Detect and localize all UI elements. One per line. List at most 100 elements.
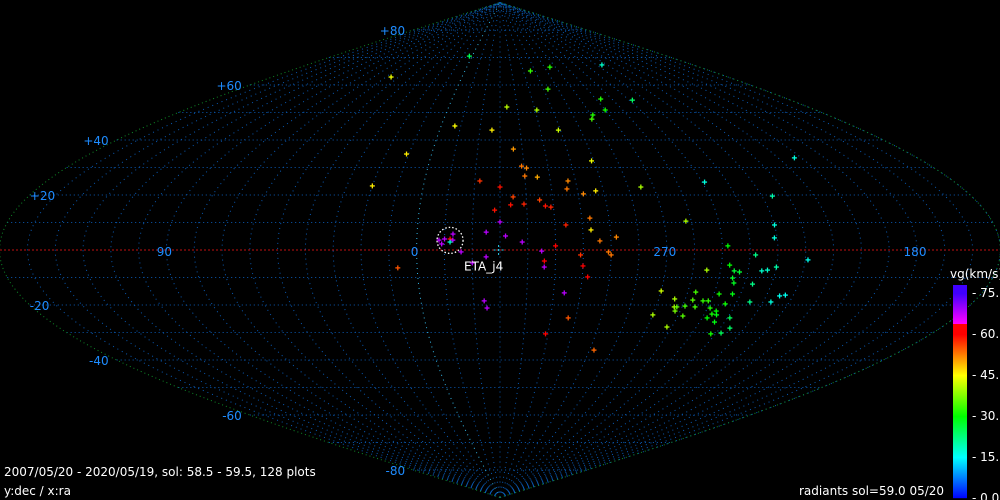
colorbar-segment	[953, 346, 967, 348]
colorbar-segment	[953, 314, 967, 316]
radiant-point	[777, 293, 783, 299]
radiant-point	[602, 107, 608, 113]
radiant-point	[545, 86, 551, 92]
meridian-line	[249, 2, 501, 498]
colorbar-segment	[953, 469, 967, 471]
colorbar-segment	[953, 290, 967, 292]
colorbar-segment	[953, 434, 967, 436]
colorbar-segment	[953, 379, 967, 381]
colorbar-segment	[953, 496, 967, 498]
radiant-point	[519, 239, 525, 245]
colorbar-segment	[953, 328, 967, 330]
radiant-point	[730, 275, 736, 281]
colorbar-segment	[953, 295, 967, 297]
radiant-point	[702, 179, 708, 185]
colorbar-segment	[953, 371, 967, 373]
radiant-point	[598, 96, 604, 102]
colorbar-segment	[953, 463, 967, 465]
colorbar-segment	[953, 396, 967, 398]
radiant-point	[613, 234, 619, 240]
colorbar-segment	[953, 457, 967, 459]
colorbar-segment	[953, 348, 967, 350]
colorbar-segment	[953, 407, 967, 409]
colorbar-segment	[953, 299, 967, 301]
colorbar-segment	[953, 419, 967, 421]
colorbar-segment	[953, 380, 967, 382]
colorbar-segment	[953, 494, 967, 496]
colorbar-segment	[953, 343, 967, 345]
colorbar-segment	[953, 360, 967, 362]
dec-tick-label: -20	[30, 299, 50, 313]
colorbar-segment	[953, 444, 967, 446]
colorbar-segment	[953, 405, 967, 407]
colorbar-segment	[953, 395, 967, 397]
colorbar-segment	[953, 305, 967, 307]
radiant-point	[458, 249, 464, 255]
colorbar-segment	[953, 417, 967, 419]
radiant-point	[608, 252, 614, 258]
colorbar-segment	[953, 352, 967, 354]
colorbar-segment	[953, 345, 967, 347]
colorbar-segment	[953, 350, 967, 352]
colorbar-segment	[953, 429, 967, 431]
meridian-line	[165, 2, 501, 498]
colorbar-segment	[953, 482, 967, 484]
colorbar-segment	[953, 454, 967, 456]
meridian-line	[499, 2, 612, 498]
colorbar-segment	[953, 476, 967, 478]
dec-tick-label: +60	[216, 79, 241, 93]
colorbar-segment	[953, 331, 967, 333]
radiant-point	[683, 218, 689, 224]
colorbar-segment	[953, 473, 967, 475]
colorbar-segment	[953, 422, 967, 424]
colorbar-segment	[953, 306, 967, 308]
colorbar-segment	[953, 441, 967, 443]
radiant-point	[395, 265, 401, 271]
colorbar-segment	[953, 486, 967, 488]
colorbar-segment	[953, 362, 967, 364]
dec-tick-label: +80	[380, 24, 405, 38]
radiant-point	[727, 315, 733, 321]
radiant-point	[404, 151, 410, 157]
colorbar-segment	[953, 378, 967, 380]
radiant-point	[524, 165, 530, 171]
colorbar-segment	[953, 344, 967, 346]
radiant-point	[510, 146, 516, 152]
colorbar-segment	[953, 319, 967, 321]
radiant-point	[658, 288, 664, 294]
colorbar: vg(km/s) - 75.0 - 60.0 - 45.0 - 30.0 - 15.0 - …	[950, 267, 1000, 500]
colorbar-segment	[953, 336, 967, 338]
radiant-point	[492, 207, 498, 213]
colorbar-segment	[953, 300, 967, 302]
colorbar-segment	[953, 285, 967, 287]
radiant-point	[737, 269, 743, 275]
radiant-point	[768, 299, 774, 305]
colorbar-segment	[953, 357, 967, 359]
colorbar-segment	[953, 432, 967, 434]
colorbar-segment	[953, 347, 967, 349]
radiant-point	[541, 264, 547, 270]
ra-tick-label: 90	[157, 245, 172, 259]
colorbar-segment	[953, 287, 967, 289]
radiant-point	[753, 252, 759, 258]
zero-meridian	[416, 2, 501, 498]
colorbar-segment	[953, 439, 967, 441]
colorbar-segment	[953, 363, 967, 365]
radiant-point	[589, 158, 595, 164]
colorbar-segment	[953, 493, 967, 495]
colorbar-segment	[953, 307, 967, 309]
colorbar-segment	[953, 293, 967, 295]
colorbar-segment	[953, 426, 967, 428]
colorbar-segment	[953, 433, 967, 435]
colorbar-segment	[953, 390, 967, 392]
radiant-point	[497, 219, 503, 225]
colorbar-segment	[953, 370, 967, 372]
radiant-point	[442, 236, 448, 242]
meridian-line	[54, 2, 501, 498]
radiant-point	[450, 237, 456, 243]
meridian-line	[499, 2, 668, 498]
radiant-point	[708, 331, 714, 337]
colorbar-segment	[953, 332, 967, 334]
colorbar-segment	[953, 310, 967, 312]
